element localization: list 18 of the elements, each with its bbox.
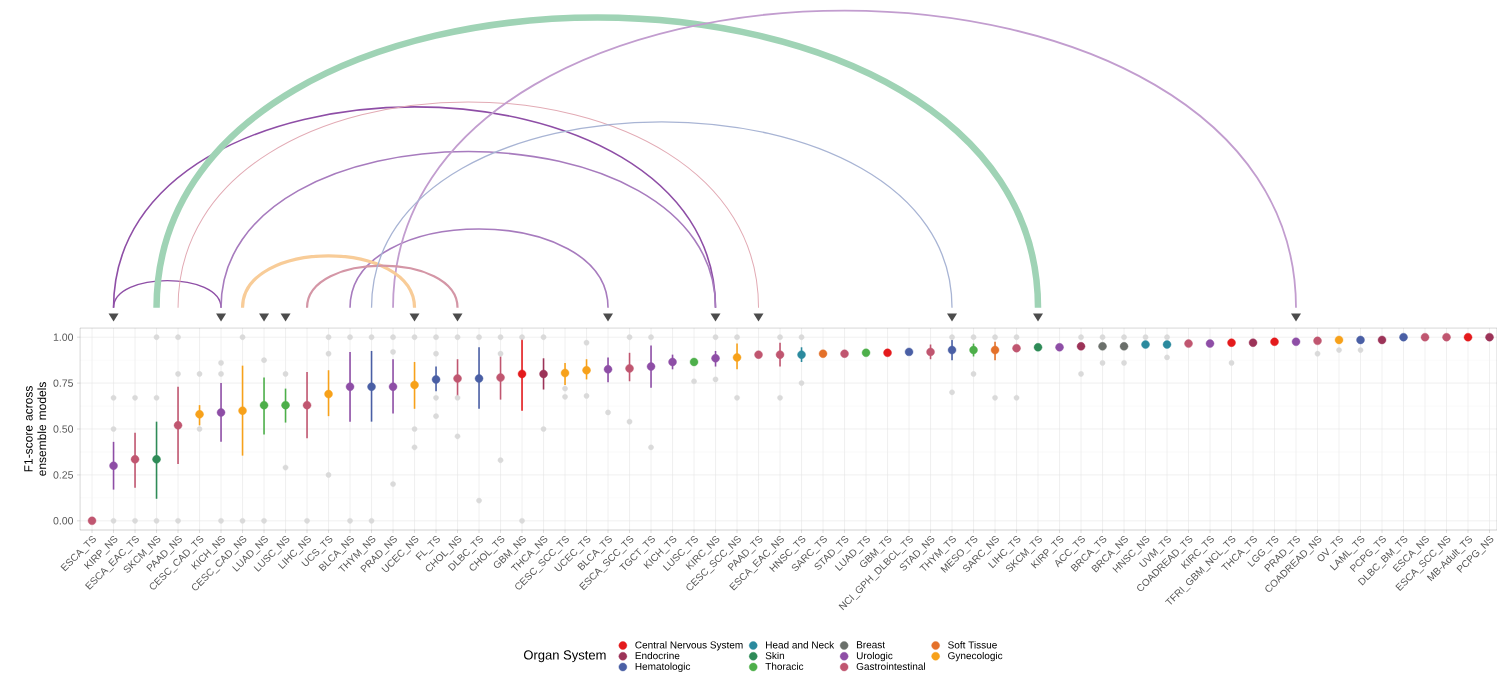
legend-label: Urologic [856, 651, 893, 662]
legend-title: Organ System [523, 650, 606, 663]
legend-label: Head and Neck [766, 641, 835, 649]
legend-label: Breast [856, 641, 885, 649]
legend-label: Thoracic [765, 662, 804, 670]
y-tick-label: 0.75 [53, 379, 74, 387]
legend-label: Hematologic [635, 662, 691, 672]
y-tick-label: 0.25 [53, 471, 74, 479]
y-tick-label: 0.50 [53, 425, 74, 433]
y-axis-title: F1-score across ensemble models [24, 382, 47, 476]
legend-label: Central Nervous System [635, 641, 743, 651]
legend-label: Skin [765, 651, 785, 660]
y-tick-label: 0.00 [53, 517, 74, 525]
legend-label: Soft Tissue [948, 641, 997, 649]
legend-label: Gastrointestinal [856, 662, 925, 670]
y-tick-label: 1.00 [53, 333, 74, 341]
legend-label: Endocrine [635, 651, 680, 660]
legend-label: Gynecologic [948, 651, 1003, 662]
